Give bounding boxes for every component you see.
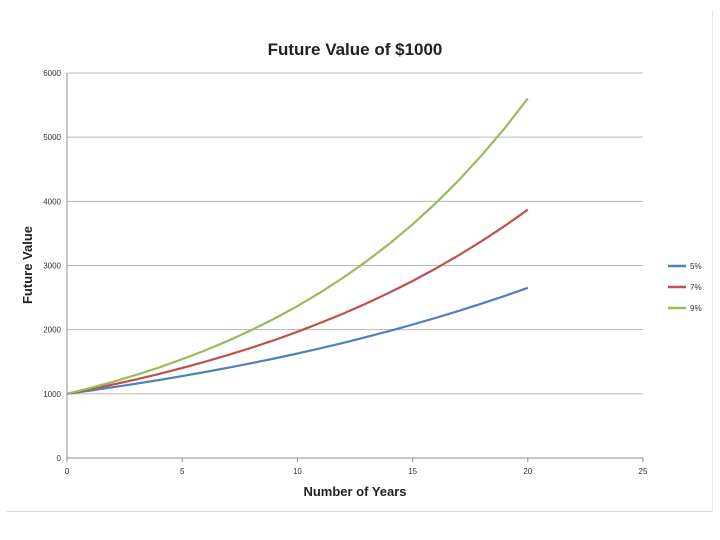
y-tick-label: 4000 bbox=[43, 197, 61, 206]
x-tick-label: 20 bbox=[523, 467, 532, 476]
y-tick-label: 5000 bbox=[43, 133, 61, 142]
series-line-1 bbox=[66, 208, 529, 395]
series-line-0 bbox=[66, 286, 529, 395]
x-tick-label: 25 bbox=[639, 467, 648, 476]
grid bbox=[67, 72, 643, 395]
axes bbox=[66, 73, 644, 462]
x-axis-title: Number of Years bbox=[303, 484, 406, 499]
x-tick-label: 15 bbox=[408, 467, 417, 476]
legend-label-2: 9% bbox=[690, 304, 702, 313]
y-tick-label: 2000 bbox=[43, 326, 61, 335]
y-tick-label: 1000 bbox=[43, 390, 61, 399]
y-tick-label: 6000 bbox=[43, 69, 61, 78]
legend: 5% 7% 9% bbox=[668, 262, 702, 313]
series-line-2 bbox=[66, 97, 529, 395]
chart-frame bbox=[7, 10, 713, 512]
legend-label-1: 7% bbox=[690, 283, 702, 292]
y-axis-title: Future Value bbox=[20, 226, 35, 304]
y-tick-label: 0 bbox=[57, 454, 62, 463]
chart-title: Future Value of $1000 bbox=[268, 40, 443, 59]
x-tick-label: 10 bbox=[293, 467, 302, 476]
legend-label-0: 5% bbox=[690, 262, 702, 271]
y-tick-label: 3000 bbox=[43, 262, 61, 271]
series-lines bbox=[66, 97, 529, 395]
y-tick-labels: 0 1000 2000 3000 4000 5000 6000 bbox=[43, 69, 61, 463]
x-tick-label: 0 bbox=[65, 467, 70, 476]
x-tick-label: 5 bbox=[180, 467, 185, 476]
x-tick-labels: 0 5 10 15 20 25 bbox=[65, 467, 648, 476]
